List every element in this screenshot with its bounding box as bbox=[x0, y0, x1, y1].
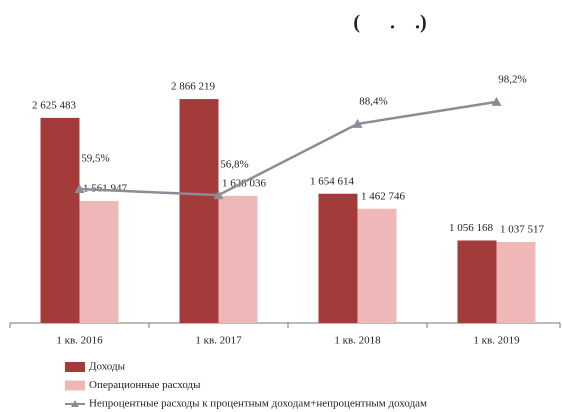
data-label: 1 037 517 bbox=[500, 223, 545, 235]
line-marker bbox=[491, 96, 502, 106]
line bbox=[79, 100, 497, 197]
data-label: 2 866 219 bbox=[171, 81, 216, 93]
x-tick-label: 1 кв. 2017 bbox=[195, 335, 242, 347]
data-label: 98,2% bbox=[498, 73, 526, 85]
bar bbox=[218, 195, 258, 323]
x-tick-label: 1 кв. 2018 bbox=[334, 335, 381, 347]
legend-label: Доходы bbox=[89, 361, 126, 373]
line-marker bbox=[352, 118, 363, 128]
x-tick-label: 1 кв. 2016 bbox=[56, 335, 103, 347]
line-marker bbox=[74, 183, 85, 193]
x-tick-label: 1 кв. 2019 bbox=[473, 335, 520, 347]
data-label: 88,4% bbox=[359, 95, 387, 107]
legend-marker bbox=[71, 400, 79, 407]
data-label: 1 628 036 bbox=[222, 177, 267, 189]
bar bbox=[40, 117, 80, 323]
legend-label: Непроцентные расходы к процентным дохода… bbox=[89, 398, 427, 410]
bar bbox=[79, 200, 119, 323]
bar bbox=[457, 240, 497, 323]
chart-title: ( . .) bbox=[353, 12, 426, 34]
bar bbox=[318, 193, 358, 323]
bar bbox=[179, 99, 219, 324]
data-label: 1 056 168 bbox=[449, 222, 494, 234]
data-label: 2 625 483 bbox=[32, 99, 77, 111]
line-marker bbox=[213, 190, 224, 200]
legend-swatch bbox=[65, 362, 85, 372]
legend-swatch bbox=[65, 380, 85, 391]
data-label: 59,5% bbox=[81, 153, 109, 165]
data-label: 1 462 746 bbox=[361, 190, 406, 202]
legend-label: Операционные расходы bbox=[89, 379, 201, 391]
bar bbox=[496, 241, 536, 323]
data-label: 1 654 614 bbox=[310, 175, 355, 187]
data-label: 56,8% bbox=[220, 159, 248, 171]
bar bbox=[357, 208, 397, 323]
